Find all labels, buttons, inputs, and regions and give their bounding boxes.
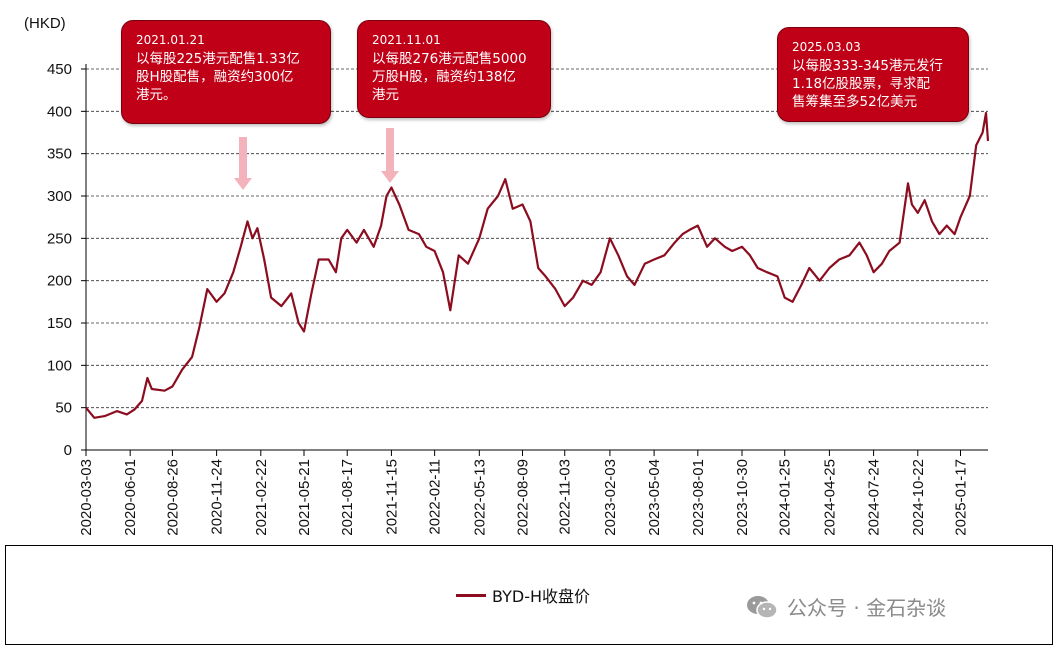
x-tick-label: 2023-08-01 [690, 459, 707, 536]
x-tick-label: 2024-04-25 [821, 459, 838, 536]
stock-price-chart: (HKD) 0 50 100 150 200 250 300 350 400 450 2020-03… [24, 15, 990, 536]
x-tick-label: 2020-03-03 [78, 459, 95, 536]
x-tick-label: 2023-05-04 [646, 459, 663, 536]
y-tick-label: 0 [64, 442, 72, 459]
y-tick-label: 400 [47, 103, 72, 120]
y-tick-label: 100 [47, 357, 72, 374]
x-tick-label: 2024-07-24 [866, 459, 883, 536]
annotation-text: 以每股225港元配售1.33亿 股H股配售，融资约300亿 港元。 [136, 51, 300, 103]
x-tick-label: 2020-11-24 [209, 459, 226, 535]
y-tick-label: 450 [47, 61, 72, 78]
legend: BYD-H收盘价 [456, 583, 590, 607]
y-tick-label: 250 [47, 230, 72, 247]
x-tick-label: 2024-01-25 [777, 459, 794, 536]
x-tick-label: 2024-10-22 [910, 459, 927, 536]
x-tick-label: 2023-02-03 [602, 459, 619, 536]
y-unit-label: (HKD) [24, 15, 66, 32]
x-tick-label: 2022-02-11 [427, 459, 444, 535]
annotation-arrow [386, 128, 394, 171]
annotation-box-2: 2021.11.01 以每股276港元配售5000 万股H股，融资约138亿 港… [357, 20, 551, 118]
y-tick-label: 50 [55, 400, 72, 417]
y-tick-label: 300 [47, 188, 72, 205]
x-tick-label: 2022-08-09 [515, 459, 532, 536]
annotation-box-1: 2021.01.21 以每股225港元配售1.33亿 股H股配售，融资约300亿… [121, 20, 331, 124]
x-tick-label: 2020-08-26 [164, 459, 181, 536]
annotation-box-3: 2025.03.03 以每股333-345港元发行 1.18亿股股票，寻求配 售… [777, 27, 969, 122]
legend-label: BYD-H收盘价 [492, 587, 591, 606]
annotation-arrow-head [234, 178, 252, 190]
legend-swatch [456, 593, 486, 597]
annotation-text: 以每股276港元配售5000 万股H股，融资约138亿 港元 [372, 51, 527, 103]
annotation-arrow [239, 137, 247, 178]
series-line [85, 111, 990, 419]
x-tick-label: 2025-01-17 [953, 459, 970, 536]
annotation-date: 2021.11.01 [372, 33, 441, 47]
y-tick-label: 350 [47, 146, 72, 163]
watermark-text: 公众号 · 金石杂谈 [787, 596, 947, 620]
watermark: 公众号 · 金石杂谈 [745, 592, 946, 621]
x-tick-label: 2022-05-13 [471, 459, 488, 536]
x-tick-label: 2023-10-30 [734, 459, 751, 536]
y-tick-label: 200 [47, 273, 72, 290]
annotation-text: 以每股333-345港元发行 1.18亿股股票，寻求配 售筹集至多52亿美元 [792, 58, 943, 110]
x-tick-label: 2021-05-21 [296, 459, 313, 536]
x-tick-label: 2021-02-22 [253, 459, 270, 536]
y-axis: (HKD) 0 50 100 150 200 250 300 350 400 450 [24, 15, 87, 459]
x-tick-label: 2021-08-17 [339, 459, 356, 536]
annotation-arrows [234, 128, 399, 190]
series-lines [85, 111, 990, 419]
annotation-arrow-head [381, 171, 399, 183]
legend-frame [5, 545, 1053, 645]
x-tick-label: 2020-06-01 [122, 459, 139, 536]
x-tick-label: 2022-11-03 [557, 459, 574, 535]
wechat-icon [747, 595, 778, 619]
x-axis: 2020-03-03 2020-06-01 2020-08-26 2020-11-24… [78, 449, 988, 536]
y-tick-label: 150 [47, 315, 72, 332]
annotation-date: 2021.01.21 [136, 33, 205, 47]
annotation-date: 2025.03.03 [792, 40, 861, 54]
x-tick-label: 2021-11-15 [383, 459, 400, 535]
